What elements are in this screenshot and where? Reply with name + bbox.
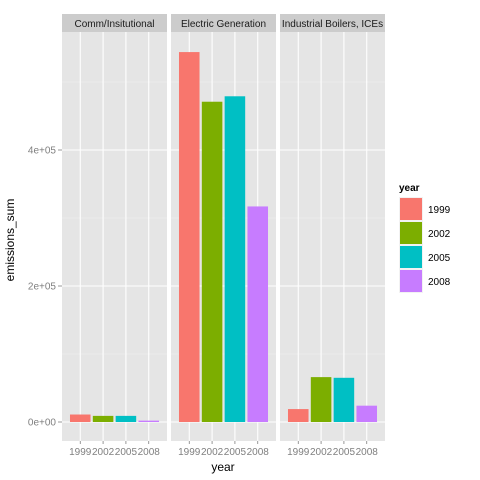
legend-label: 2002 [428, 229, 451, 240]
x-tick-label: 2008 [247, 447, 270, 458]
x-tick-label: 2002 [201, 447, 224, 458]
y-tick-label: 4e+05 [28, 146, 57, 157]
facet-strip [280, 14, 385, 32]
x-tick-label: 2005 [224, 447, 247, 458]
legend-key-1999 [400, 198, 422, 220]
legend-title: year [399, 183, 420, 194]
bar-2002 [201, 101, 223, 422]
y-tick-label: 2e+05 [28, 282, 57, 293]
panel-background [62, 32, 167, 441]
bar-2002 [310, 377, 332, 422]
facet-strip-label: Electric Generation [181, 19, 266, 30]
x-tick-label: 1999 [287, 447, 310, 458]
legend-label: 2005 [428, 253, 451, 264]
bar-2008 [247, 206, 269, 422]
x-tick-label: 1999 [69, 447, 92, 458]
legend: year 1999 2002 2005 2008 [399, 183, 451, 293]
y-tick-label: 0e+00 [28, 418, 57, 429]
facet-panel: Electric Generation 1999 2002 2005 2008 [171, 14, 276, 458]
x-axis-title: year [211, 460, 234, 474]
facet-panel: Comm/Insitutional 1999 2002 2005 2008 [62, 14, 167, 458]
gridlines [280, 32, 385, 441]
bar-1999 [178, 52, 200, 423]
bar-2005 [115, 415, 137, 422]
panel-background [280, 32, 385, 441]
facet-strip-label: Comm/Insitutional [74, 19, 154, 30]
bar-2005 [333, 377, 355, 422]
facet-strip [62, 14, 167, 32]
bar-2002 [92, 415, 114, 422]
y-axis-title: emissions_sum [3, 199, 17, 282]
x-tick-label: 2005 [333, 447, 356, 458]
legend-key-2005 [400, 246, 422, 268]
legend-label: 2008 [428, 277, 451, 288]
x-tick-label: 1999 [178, 447, 201, 458]
x-tick-label: 2008 [356, 447, 379, 458]
bar-2005 [224, 96, 246, 422]
legend-label: 1999 [428, 205, 451, 216]
facet-panel: Industrial Boilers, ICEs 1999 2002 2005 2008 [280, 14, 385, 458]
x-tick-label: 2008 [138, 447, 161, 458]
bar-1999 [69, 414, 91, 422]
bar-1999 [287, 409, 309, 422]
x-tick-label: 2005 [115, 447, 138, 458]
legend-key-2002 [400, 222, 422, 244]
facet-strip-label: Industrial Boilers, ICEs [282, 19, 383, 30]
bar-2008 [356, 405, 378, 422]
x-tick-label: 2002 [310, 447, 333, 458]
y-axis: 0e+00 2e+05 4e+05 [28, 146, 62, 429]
x-tick-label: 2002 [92, 447, 115, 458]
legend-key-2008 [400, 270, 422, 292]
bar-2008 [138, 420, 160, 422]
facet-strip [171, 14, 276, 32]
